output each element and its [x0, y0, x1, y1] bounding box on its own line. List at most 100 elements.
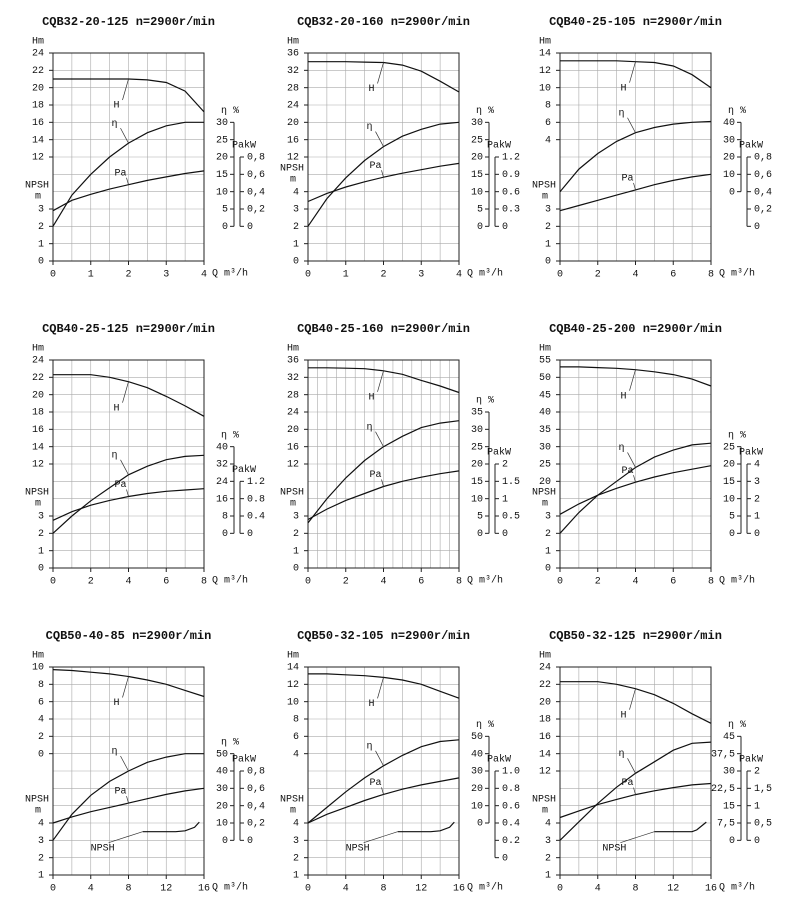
- x-tick-label: 2: [88, 577, 94, 588]
- x-tick-label: 0: [50, 884, 56, 895]
- npsh-axis-unit: m: [290, 499, 296, 510]
- pa-tick-label: 1.2: [247, 477, 265, 488]
- curve-label: η: [111, 450, 117, 461]
- x-tick-label: 3: [418, 270, 424, 281]
- npsh-tick-label: 2: [545, 529, 551, 540]
- pa-tick-label: 0,4: [754, 187, 772, 198]
- curve-leader: [381, 479, 384, 487]
- y-tick-label: 20: [539, 697, 551, 708]
- eta-tick-label: 40: [216, 442, 228, 453]
- pa-tick-label: 0,4: [247, 801, 265, 812]
- npsh-axis-label: NPSH: [25, 488, 49, 499]
- y-tick-label: 28: [287, 83, 299, 94]
- x-axis-label: Q m³/h: [212, 575, 248, 587]
- x-axis-label: Q m³/h: [212, 268, 248, 280]
- x-tick-label: 8: [632, 884, 638, 895]
- y-tick-label: 6: [545, 118, 551, 129]
- npsh-tick-label: 3: [38, 836, 44, 847]
- npsh-axis-label: NPSH: [280, 795, 304, 806]
- npsh-tick-label: 4: [293, 819, 299, 830]
- pa-tick-label: 0: [754, 222, 760, 233]
- curve-label: H: [368, 84, 374, 95]
- curve-leader: [363, 831, 398, 843]
- y-tick-label: 24: [287, 101, 299, 112]
- y-tick-label: 10: [287, 697, 299, 708]
- curve-leader: [627, 758, 636, 774]
- eta-tick-label: 15: [723, 477, 735, 488]
- eta-tick-label: 15: [216, 170, 228, 181]
- curve-leader: [620, 831, 655, 843]
- curve-label: Pa: [621, 174, 633, 185]
- eta-tick-label: 30: [471, 425, 483, 436]
- npsh-axis-label: NPSH: [532, 795, 556, 806]
- y-tick-label: 16: [32, 425, 44, 436]
- x-tick-label: 2: [125, 270, 131, 281]
- curve-label: NPSH: [91, 843, 115, 854]
- eta-tick-label: 15: [471, 477, 483, 488]
- x-axis-label: Q m³/h: [212, 882, 248, 894]
- curve-label: H: [620, 710, 626, 721]
- curve-leader: [122, 78, 129, 101]
- npsh-tick-label: 0: [38, 564, 44, 575]
- curve-label: H: [368, 392, 374, 403]
- chart-title: CQB32-20-125 n=2900r/min: [42, 15, 215, 29]
- x-tick-label: 8: [201, 577, 207, 588]
- npsh-tick-label: 0: [545, 257, 551, 268]
- pa-tick-label: 1: [502, 494, 508, 505]
- eta-tick-label: 15: [471, 170, 483, 181]
- eta-tick-label: 16: [216, 494, 228, 505]
- npsh-tick-label: 0: [293, 564, 299, 575]
- pa-tick-label: 0: [247, 836, 253, 847]
- eta-tick-label: 35: [471, 408, 483, 419]
- npsh-axis-label: NPSH: [532, 488, 556, 499]
- pa-tick-label: 0.3: [502, 205, 520, 216]
- npsh-tick-label: 3: [545, 512, 551, 523]
- y-tick-label: 22: [539, 680, 551, 691]
- x-axis-label: Q m³/h: [467, 882, 503, 894]
- y-tick-label: 12: [287, 460, 299, 471]
- curve-leader: [375, 431, 384, 447]
- eta-tick-label: 0: [729, 187, 735, 198]
- y-tick-label: 36: [287, 49, 299, 60]
- npsh-tick-label: 4: [38, 819, 44, 830]
- pa-tick-label: 0.5: [502, 512, 520, 523]
- curve-pa: [559, 782, 712, 819]
- x-tick-label: 6: [163, 577, 169, 588]
- eta-tick-label: 50: [216, 749, 228, 760]
- curve-label: Pa: [114, 168, 126, 179]
- x-axis-label: Q m³/h: [467, 268, 503, 280]
- x-tick-label: 8: [456, 577, 462, 588]
- y-tick-label: 40: [539, 408, 551, 419]
- x-tick-label: 4: [343, 884, 349, 895]
- curve-label: Pa: [114, 480, 126, 491]
- curve-y: [52, 669, 205, 698]
- curve-npsh: [654, 821, 707, 833]
- npsh-tick-label: 1: [545, 239, 551, 250]
- curve-label: η: [111, 119, 117, 130]
- pa-tick-label: 0.6: [502, 801, 520, 812]
- curve-leader: [627, 452, 636, 468]
- eta-tick-label: 0: [222, 836, 228, 847]
- pa-tick-label: 0,6: [754, 170, 772, 181]
- pa-axis-label: PakW: [739, 447, 763, 459]
- npsh-axis-unit: m: [35, 499, 41, 510]
- x-tick-label: 4: [632, 270, 638, 281]
- eta-axis-label: η %: [728, 106, 746, 117]
- y-tick-label: 12: [287, 680, 299, 691]
- npsh-axis-unit: m: [35, 806, 41, 817]
- eta-tick-label: 5: [729, 512, 735, 523]
- y-tick-label: 12: [32, 153, 44, 164]
- y-tick-label: 24: [32, 49, 44, 60]
- eta-tick-label: 45: [723, 732, 735, 743]
- npsh-tick-label: 2: [293, 222, 299, 233]
- npsh-tick-label: 3: [545, 205, 551, 216]
- eta-tick-label: 20: [723, 460, 735, 471]
- y-axis-label: Hm: [287, 651, 299, 662]
- pa-tick-label: 0.2: [502, 836, 520, 847]
- npsh-tick-label: 3: [293, 512, 299, 523]
- x-tick-label: 4: [201, 270, 207, 281]
- eta-tick-label: 0: [477, 819, 483, 830]
- curve-pa: [52, 787, 205, 824]
- pa-tick-label: 0: [502, 853, 508, 864]
